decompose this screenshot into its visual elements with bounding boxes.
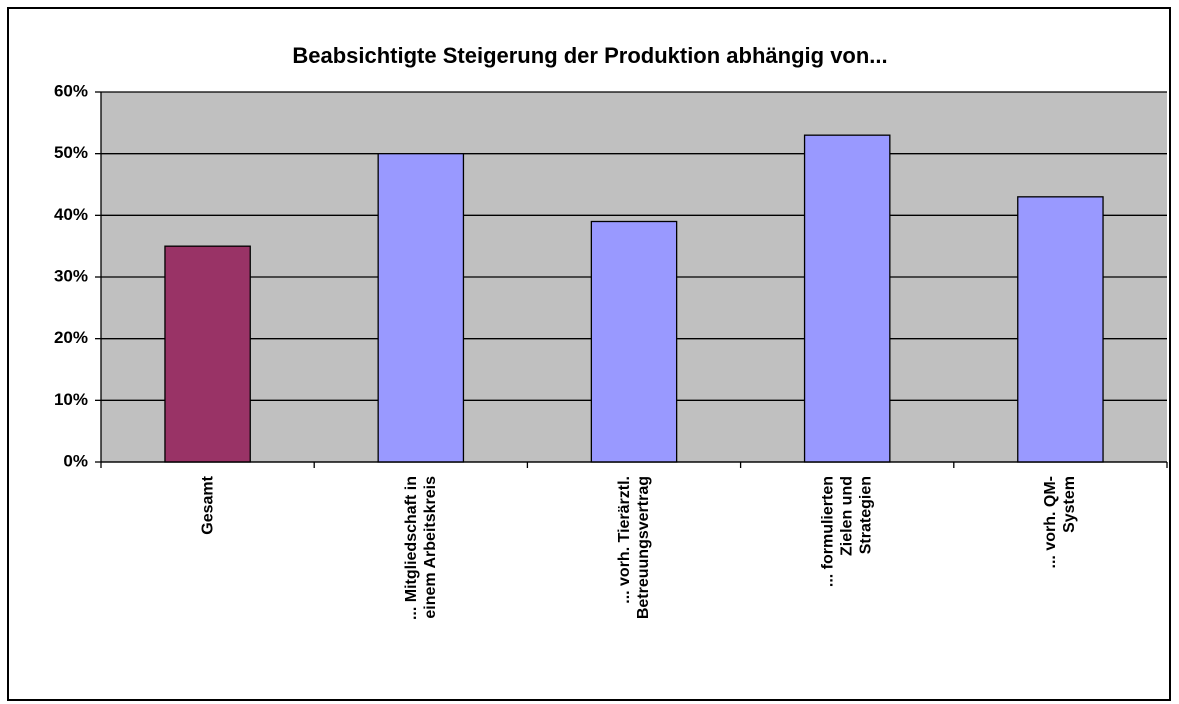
bar: [1017, 196, 1104, 463]
x-tick-label: ... vorh. Tierärztl. Betreuungsvertrag: [616, 476, 652, 620]
x-tick-label: ... vorh. QM- System: [1042, 476, 1079, 569]
y-tick-label: 60%: [54, 81, 88, 100]
y-tick-label: 50%: [54, 143, 88, 162]
bar: [377, 153, 465, 463]
chart-title: Beabsichtigte Steigerung der Produktion …: [292, 43, 887, 68]
y-tick-label: 0%: [63, 451, 88, 470]
y-tick-label: 20%: [54, 328, 88, 347]
bar: [803, 134, 891, 463]
x-tick-label: Gesamt: [199, 476, 217, 535]
x-tick-label: ... Mitgliedschaft in einem Arbeitskreis: [402, 476, 439, 621]
bar: [590, 220, 678, 463]
y-tick-label: 30%: [54, 266, 88, 285]
y-tick-label: 40%: [54, 205, 88, 224]
bar: [164, 245, 251, 463]
y-tick-label: 10%: [54, 390, 88, 409]
x-tick-label: ... formulierten Zielen und Strategien: [819, 476, 875, 588]
